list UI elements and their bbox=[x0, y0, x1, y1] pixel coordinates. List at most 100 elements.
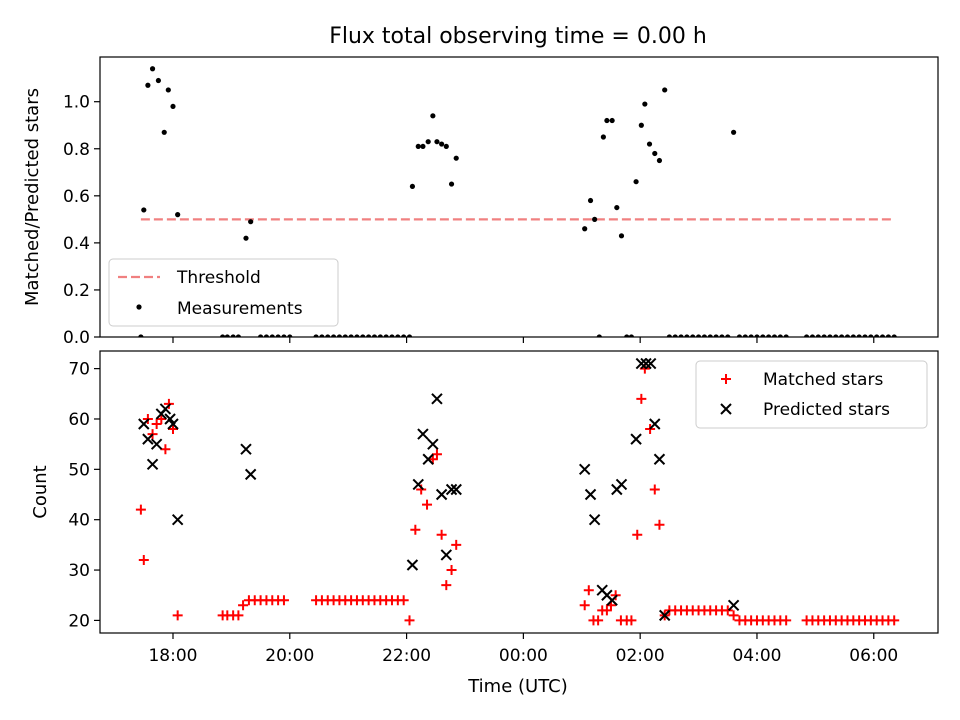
ratio-panel: 0.0 0.2 0.4 0.6 0.8 1.0 Threshold Measurements bbox=[63, 56, 939, 348]
matched-star-point bbox=[156, 413, 167, 424]
matched-star-point bbox=[431, 449, 442, 460]
measurement-point bbox=[618, 233, 625, 239]
count-y-tick-label: 70 bbox=[68, 360, 90, 380]
measurement-point bbox=[138, 334, 144, 337]
measurement-point bbox=[844, 334, 851, 337]
predicted-star-point bbox=[138, 418, 150, 430]
predicted-star-point bbox=[406, 559, 419, 571]
measurement-point bbox=[833, 334, 839, 337]
measurement-point bbox=[596, 334, 602, 337]
matched-star-point bbox=[579, 600, 590, 611]
matched-star-point bbox=[728, 610, 739, 621]
x-tick-label: 00:00 bbox=[499, 646, 548, 666]
ratio-y-tick-label: 0.8 bbox=[63, 140, 90, 160]
predicted-star-point bbox=[427, 438, 439, 450]
legend-threshold-label: Threshold bbox=[176, 268, 261, 288]
matched-star-point bbox=[451, 539, 462, 550]
measurement-point bbox=[760, 334, 766, 337]
measurement-point bbox=[856, 334, 862, 337]
predicted-star-point bbox=[584, 488, 597, 501]
x-tick-label: 18:00 bbox=[148, 646, 197, 666]
measurement-point bbox=[330, 334, 337, 337]
count-panel: 20 30 40 50 60 70 18:00 20:00 22:00 00:00 02:00 04:… bbox=[68, 350, 939, 666]
measurement-point bbox=[170, 103, 176, 110]
matched-star-point bbox=[160, 444, 171, 455]
predicted-star-point bbox=[171, 513, 184, 526]
predicted-star-point bbox=[615, 478, 628, 491]
count-axes-frame bbox=[99, 350, 939, 634]
measurement-point bbox=[642, 101, 648, 107]
measurement-point bbox=[360, 334, 366, 337]
measurement-point bbox=[587, 197, 594, 204]
measurement-point bbox=[420, 143, 426, 150]
measurement-point bbox=[235, 334, 242, 337]
predicted-star-point bbox=[450, 483, 462, 496]
ratio-y-tick-label: 0.0 bbox=[63, 328, 90, 348]
measurement-point bbox=[827, 334, 833, 337]
measurement-point bbox=[406, 334, 413, 337]
measurement-point bbox=[149, 66, 156, 72]
count-y-tick-label: 60 bbox=[68, 410, 90, 430]
matched-star-point bbox=[441, 580, 452, 591]
predicted-star-point bbox=[727, 599, 740, 612]
count-y-tick-label: 30 bbox=[68, 561, 90, 581]
measurement-point bbox=[155, 77, 161, 84]
measurement-point bbox=[783, 334, 789, 337]
predicted-star-point bbox=[635, 357, 648, 370]
measurement-point bbox=[175, 212, 181, 218]
measurement-point bbox=[707, 334, 713, 337]
matched-star-point bbox=[722, 605, 733, 616]
measurement-point bbox=[821, 334, 827, 337]
measurement-point bbox=[754, 334, 760, 337]
measurement-point bbox=[771, 334, 778, 337]
measurement-point bbox=[161, 129, 167, 135]
measurement-point bbox=[430, 113, 436, 119]
measurement-point bbox=[684, 334, 690, 337]
measurement-point bbox=[287, 334, 293, 337]
measurement-point bbox=[342, 334, 348, 337]
measurement-point bbox=[313, 334, 319, 337]
measurement-point bbox=[690, 334, 696, 337]
measurement-point bbox=[415, 143, 421, 150]
ratio-y-axis-label: Matched/Predicted stars bbox=[22, 88, 43, 306]
measurement-point bbox=[371, 334, 378, 337]
ratio-axes-frame bbox=[99, 56, 939, 338]
matched-star-point bbox=[167, 424, 178, 435]
measurement-point bbox=[742, 334, 748, 337]
x-axis-label: Time (UTC) bbox=[467, 676, 568, 697]
measurement-point bbox=[439, 141, 445, 147]
measurement-point bbox=[592, 216, 598, 222]
legend-matched-label: Matched stars bbox=[763, 370, 883, 390]
predicted-star-point bbox=[244, 468, 257, 481]
measurement-point bbox=[628, 334, 635, 337]
measurement-point bbox=[600, 134, 606, 140]
measurement-point bbox=[443, 143, 449, 150]
predicted-star-point bbox=[435, 488, 448, 501]
ratio-y-tick-label: 0.4 bbox=[63, 234, 90, 254]
predicted-star-point bbox=[240, 443, 252, 455]
predicted-star-point bbox=[445, 483, 458, 496]
measurement-point bbox=[633, 179, 639, 185]
measurement-point bbox=[269, 334, 275, 337]
measurement-point bbox=[383, 334, 389, 337]
measurement-point bbox=[366, 334, 372, 337]
measurement-point bbox=[348, 334, 354, 337]
measurement-point bbox=[666, 334, 672, 337]
measurement-point bbox=[224, 334, 230, 337]
predicted-star-point bbox=[658, 609, 671, 622]
matched-star-point bbox=[404, 615, 415, 626]
measurement-point bbox=[862, 334, 868, 337]
measurement-point bbox=[325, 334, 331, 337]
measurement-point bbox=[389, 334, 395, 337]
matched-star-point bbox=[410, 524, 421, 535]
predicted-star-point bbox=[630, 433, 642, 445]
measurement-point bbox=[656, 157, 663, 164]
measurement-point bbox=[377, 334, 383, 337]
measurement-point bbox=[609, 117, 615, 124]
matched-star-point bbox=[163, 398, 174, 409]
measurement-point bbox=[409, 183, 416, 190]
measurement-point bbox=[401, 334, 407, 337]
measurement-point bbox=[453, 155, 459, 161]
measurement-point bbox=[425, 139, 431, 145]
